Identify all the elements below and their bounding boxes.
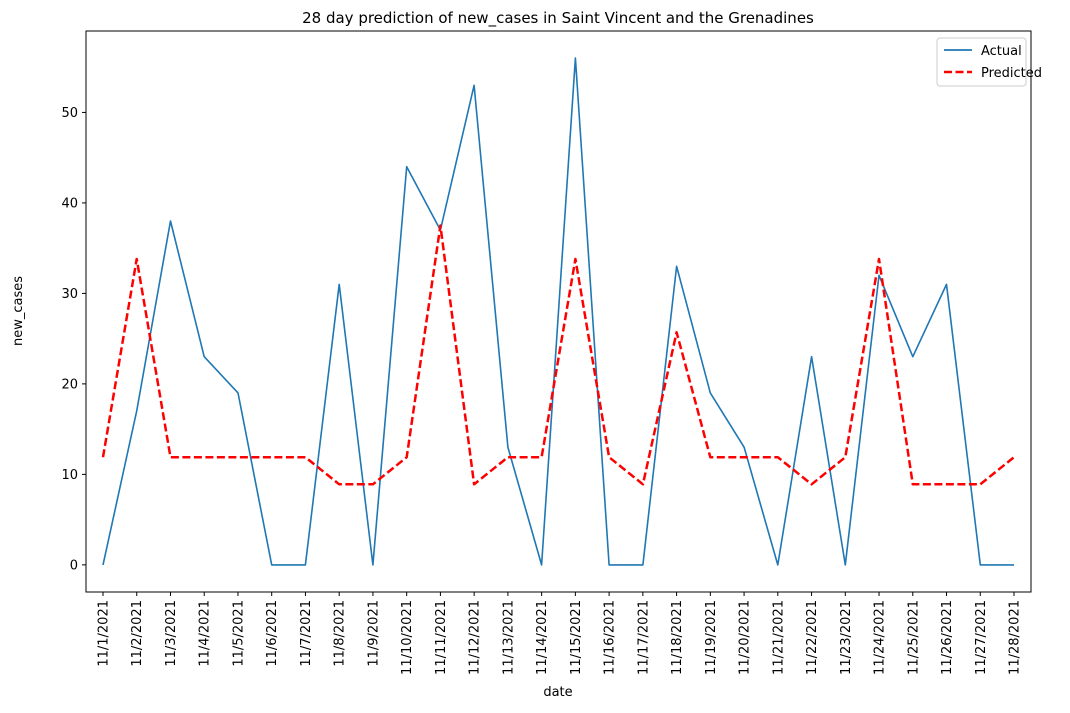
- x-tick-label: 11/16/2021: [603, 600, 618, 675]
- x-tick-label: 11/20/2021: [738, 600, 753, 675]
- y-tick-label: 20: [61, 377, 78, 392]
- x-tick-label: 11/17/2021: [636, 600, 651, 675]
- x-tick-label: 11/15/2021: [569, 600, 584, 675]
- x-tick-label: 11/3/2021: [164, 600, 179, 667]
- x-tick-label: 11/21/2021: [771, 600, 786, 675]
- x-axis-label: date: [543, 685, 572, 700]
- x-tick-label: 11/25/2021: [906, 600, 921, 675]
- x-tick-label: 11/12/2021: [468, 600, 483, 675]
- x-tick-label: 11/2/2021: [130, 600, 145, 667]
- y-tick-label: 40: [61, 196, 78, 211]
- x-tick-label: 11/9/2021: [366, 600, 381, 667]
- legend-label-predicted: Predicted: [981, 66, 1042, 81]
- x-tick-label: 11/22/2021: [805, 600, 820, 675]
- x-tick-label: 11/10/2021: [400, 600, 415, 675]
- x-tick-label: 11/14/2021: [535, 600, 550, 675]
- chart-title: 28 day prediction of new_cases in Saint …: [302, 9, 814, 28]
- x-tick-label: 11/27/2021: [974, 600, 989, 675]
- x-tick-label: 11/11/2021: [434, 600, 449, 675]
- x-tick-label: 11/5/2021: [231, 600, 246, 667]
- y-tick-label: 0: [70, 558, 78, 573]
- legend: Actual Predicted: [936, 37, 1042, 87]
- x-tick-label: 11/8/2021: [333, 600, 348, 667]
- legend-label-actual: Actual: [981, 44, 1022, 59]
- x-tick-label: 11/19/2021: [704, 600, 719, 675]
- x-tick-label: 11/26/2021: [940, 600, 955, 675]
- x-tick-label: 11/13/2021: [501, 600, 516, 675]
- y-axis-label: new_cases: [11, 276, 26, 346]
- x-axis: 11/1/2021 11/2/2021 11/3/2021 11/4/2021 11/5…: [97, 592, 1023, 675]
- x-tick-label: 11/7/2021: [299, 600, 314, 667]
- y-tick-label: 50: [61, 106, 78, 121]
- y-tick-label: 10: [61, 468, 78, 483]
- x-tick-label: 11/1/2021: [97, 600, 112, 667]
- x-tick-label: 11/24/2021: [873, 600, 888, 675]
- x-tick-label: 11/23/2021: [839, 600, 854, 675]
- plot-series: [101, 57, 1015, 566]
- x-tick-label: 11/6/2021: [265, 600, 280, 667]
- series-line-predicted: [101, 224, 1015, 486]
- x-tick-label: 11/4/2021: [198, 600, 213, 667]
- plot-frame: [85, 30, 1032, 593]
- x-tick-label: 11/18/2021: [670, 600, 685, 675]
- y-tick-label: 30: [61, 287, 78, 302]
- x-tick-label: 11/28/2021: [1008, 600, 1023, 675]
- series-line-actual: [102, 57, 1014, 566]
- y-axis: 0 10 20 30 40 50: [61, 106, 86, 573]
